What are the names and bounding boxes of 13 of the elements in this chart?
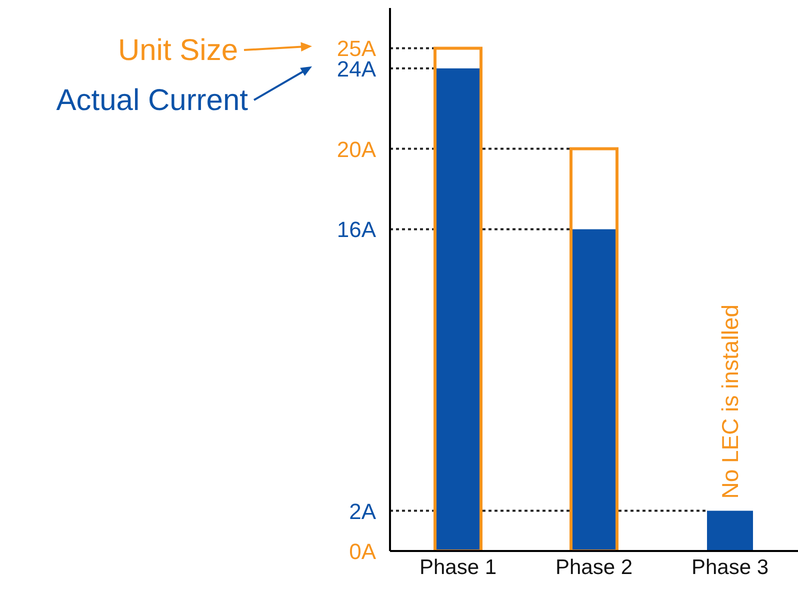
x-tick-label: Phase 3	[691, 556, 769, 579]
y-tick-label: 2A	[349, 498, 376, 524]
x-tick-label: Phase 1	[419, 556, 497, 579]
legend-label: Actual Current	[56, 84, 249, 117]
annotation: No LEC is installed	[717, 304, 743, 499]
x-tick-label: Phase 2	[555, 556, 633, 579]
legend-label: Unit Size	[118, 34, 238, 67]
y-tick-label: 16A	[336, 217, 376, 242]
bar	[707, 510, 753, 551]
y-tick-label: 20A	[336, 136, 376, 162]
bar	[571, 229, 617, 551]
y-tick-label: 0A	[349, 539, 376, 564]
bar	[570, 147, 618, 551]
